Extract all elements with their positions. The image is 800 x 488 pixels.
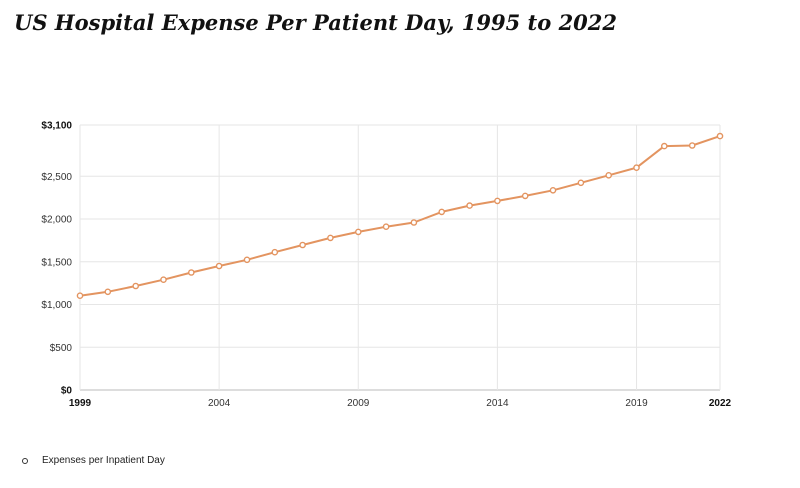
data-point[interactable] (160, 276, 167, 284)
data-point[interactable] (382, 223, 390, 230)
data-point[interactable] (299, 241, 306, 249)
x-tick-label: 2022 (709, 398, 732, 409)
data-point[interactable] (466, 202, 473, 209)
x-tick-label: 1999 (69, 398, 92, 409)
series-line (79, 135, 721, 297)
y-tick-label: $500 (50, 343, 73, 354)
x-tick-label: 2004 (208, 398, 231, 409)
data-point[interactable] (76, 292, 84, 300)
y-tick-label: $1,500 (41, 257, 72, 268)
data-point[interactable] (605, 171, 613, 179)
data-point[interactable] (132, 282, 139, 290)
x-tick-label: 2014 (486, 398, 509, 409)
data-point[interactable] (438, 208, 446, 216)
y-tick-label: $2,000 (41, 215, 72, 226)
y-tick-label: $0 (61, 386, 73, 397)
data-point[interactable] (688, 142, 696, 149)
grid-layer (79, 124, 721, 391)
series-layer (76, 132, 724, 300)
y-tick-label: $2,500 (41, 172, 72, 183)
legend[interactable]: Expenses per Inpatient Day (22, 455, 165, 466)
data-point[interactable] (633, 164, 640, 171)
legend-label: Expenses per Inpatient Day (42, 455, 165, 466)
data-point[interactable] (410, 219, 418, 226)
data-point[interactable] (494, 197, 501, 205)
data-point[interactable] (243, 256, 251, 264)
data-point[interactable] (549, 186, 557, 194)
data-point[interactable] (187, 269, 195, 276)
legend-marker-icon (22, 457, 28, 464)
data-point[interactable] (354, 228, 362, 236)
x-tick-label: 2009 (347, 398, 370, 409)
y-tick-label: $1,000 (41, 300, 72, 311)
data-point[interactable] (716, 132, 724, 140)
data-point[interactable] (661, 142, 668, 150)
data-point[interactable] (327, 234, 334, 242)
data-point[interactable] (215, 262, 223, 270)
tick-labels: $0 $500 $1,000 $1,500 $2,000 $2,500 $3,100 1999… (41, 121, 731, 410)
data-point[interactable] (104, 288, 112, 296)
y-tick-label: $3,100 (41, 121, 72, 132)
data-point[interactable] (271, 248, 279, 256)
x-tick-label: 2019 (625, 398, 648, 409)
data-point[interactable] (521, 192, 529, 200)
data-point[interactable] (577, 179, 585, 187)
chart-title: US Hospital Expense Per Patient Day, 199… (14, 10, 618, 35)
